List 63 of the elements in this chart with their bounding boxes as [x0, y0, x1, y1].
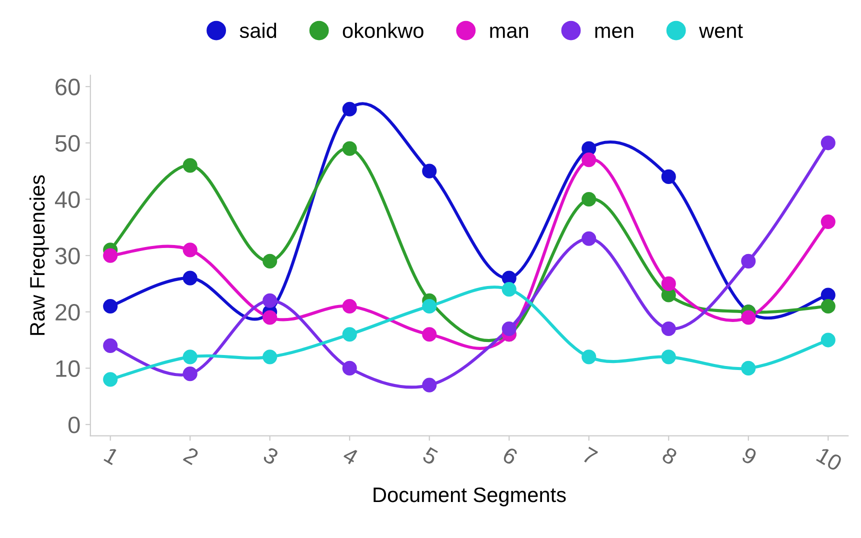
x-tick-label: 3	[262, 446, 280, 466]
point	[741, 360, 756, 376]
legend-label: okonkwo	[342, 22, 424, 38]
y-tick-label: 60	[56, 78, 80, 96]
point	[661, 169, 676, 184]
point	[422, 298, 437, 314]
point	[182, 158, 198, 173]
point	[262, 293, 278, 308]
x-tick-label: 1	[104, 447, 120, 466]
point	[103, 372, 118, 387]
point	[741, 310, 756, 325]
point	[820, 136, 836, 150]
point	[182, 366, 198, 382]
x-tick-label: 2	[182, 446, 200, 466]
point	[661, 321, 676, 336]
point	[262, 350, 278, 364]
point	[103, 338, 118, 353]
point	[661, 276, 676, 291]
x-axis-title: Document Segments	[374, 487, 566, 506]
point	[741, 254, 756, 268]
point	[502, 321, 516, 336]
point	[582, 350, 596, 364]
point	[262, 254, 278, 268]
point	[342, 102, 357, 116]
point	[342, 360, 357, 376]
x-tick-label: 6	[502, 446, 519, 466]
point	[502, 282, 516, 297]
x-tick-label: 8	[661, 446, 678, 466]
legend-label: men	[595, 26, 634, 38]
y-tick-label: 30	[55, 248, 80, 264]
legend-label: went	[699, 24, 743, 38]
y-tick-label: 20	[56, 304, 80, 321]
point	[820, 332, 836, 348]
point	[661, 350, 676, 364]
point	[103, 298, 118, 314]
legend-label: man	[490, 26, 528, 38]
point	[182, 270, 198, 286]
y-tick-label: 50	[55, 134, 80, 152]
x-tick-label: 9	[740, 446, 758, 466]
y-tick-label: 40	[54, 191, 80, 208]
y-tick-label: 10	[56, 360, 80, 377]
point	[342, 327, 357, 342]
point	[820, 298, 836, 314]
point	[422, 164, 437, 178]
point	[342, 298, 357, 314]
x-tick-label: 10	[816, 446, 843, 472]
point	[422, 327, 437, 342]
point	[182, 242, 198, 258]
point	[582, 192, 596, 207]
y-tick-label: 0	[68, 416, 80, 434]
point	[182, 350, 198, 364]
point	[342, 141, 357, 156]
point	[582, 231, 596, 246]
point	[582, 152, 596, 168]
legend-label: said	[240, 22, 276, 38]
point	[820, 214, 836, 230]
y-axis-title: Raw Frequencies	[29, 175, 49, 335]
x-tick-label: 7	[582, 446, 598, 466]
x-tick-label: 5	[422, 446, 439, 466]
point	[262, 310, 278, 325]
x-tick-label: 4	[342, 446, 360, 466]
point	[103, 248, 118, 263]
point	[422, 378, 437, 392]
